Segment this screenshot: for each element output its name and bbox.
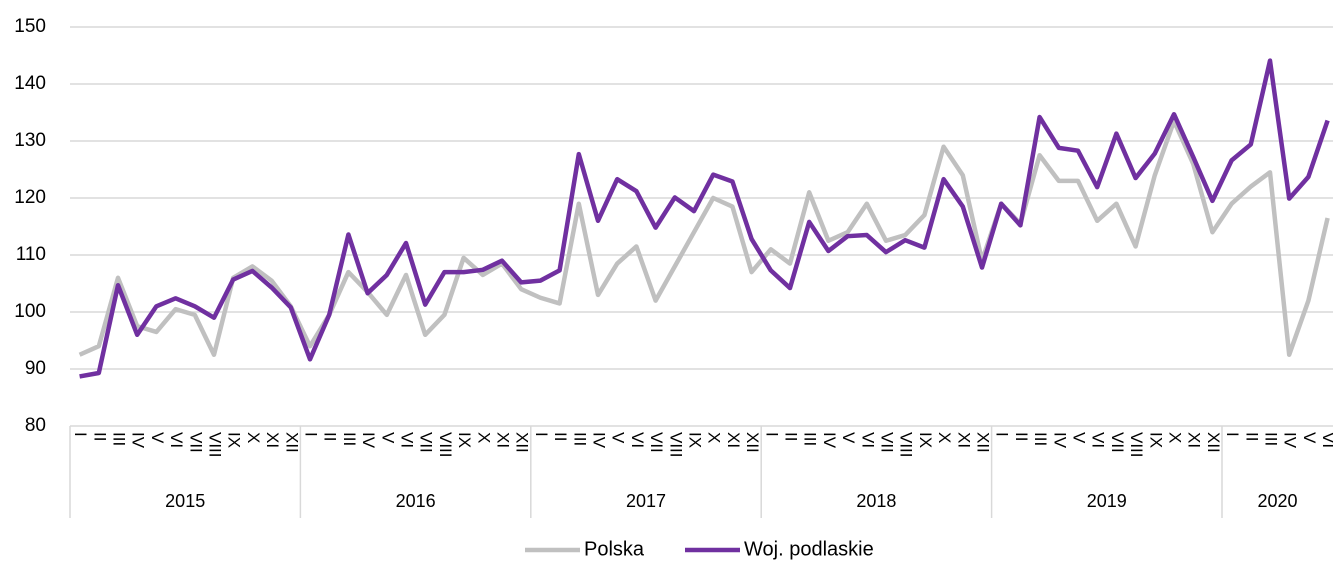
x-tick-label: IV [1050, 432, 1069, 449]
x-tick-label: XI [724, 432, 743, 448]
x-tick-label: VI [1089, 432, 1108, 448]
x-tick-label: VII [186, 432, 205, 453]
x-tick-label: IV [590, 432, 609, 449]
x-tick-label: XII [282, 432, 301, 453]
x-tick-label: II [1242, 432, 1261, 441]
y-tick-label: 120 [14, 187, 46, 208]
year-label: 2016 [396, 491, 436, 511]
x-tick-label: VI [628, 432, 647, 448]
x-tick-label: IX [916, 432, 935, 448]
series-line [78, 118, 1330, 357]
year-label: 2018 [856, 491, 896, 511]
year-label: 2017 [626, 491, 666, 511]
x-tick-label: I [71, 432, 90, 437]
y-tick-label: 90 [25, 358, 46, 379]
x-tick-label: II [551, 432, 570, 441]
x-tick-label: I [532, 432, 551, 437]
legend-label: Woj. podlaskie [744, 538, 874, 560]
x-tick-label: VII [878, 432, 897, 453]
x-tick-label: VIII [436, 432, 455, 458]
x-tick-label: IV [1281, 432, 1300, 449]
x-tick-label: VI [167, 432, 186, 448]
x-tick-label: VI [1319, 432, 1333, 448]
x-tick-label: IV [820, 432, 839, 449]
x-tick-label: XI [1185, 432, 1204, 448]
x-tick-label: II [321, 432, 340, 441]
y-tick-label: 100 [14, 301, 46, 322]
x-tick-label: III [1031, 432, 1050, 446]
year-label: 2015 [165, 491, 205, 511]
x-tick-label: VII [417, 432, 436, 453]
y-tick-label: 80 [25, 415, 46, 436]
x-tick-label: III [570, 432, 589, 446]
x-tick-label: VII [1108, 432, 1127, 453]
x-tick-label: XI [954, 432, 973, 448]
x-tick-label: II [1012, 432, 1031, 441]
x-tick-label: IX [225, 432, 244, 448]
x-tick-label: XII [1204, 432, 1223, 453]
x-tick-label: XI [494, 432, 513, 448]
x-tick-label: I [1223, 432, 1242, 437]
x-tick-label: VIII [666, 432, 685, 458]
x-tick-label: X [1166, 432, 1185, 443]
x-tick-label: III [801, 432, 820, 446]
legend-label: Polska [584, 538, 645, 560]
x-tick-label: VI [398, 432, 417, 448]
x-tick-label: V [609, 432, 628, 444]
x-tick-label: X [935, 432, 954, 443]
x-tick-label: X [705, 432, 724, 443]
x-tick-label: V [1070, 432, 1089, 444]
x-tick-label: III [110, 432, 129, 446]
x-tick-label: V [148, 432, 167, 444]
x-tick-label: IX [1146, 432, 1165, 448]
x-tick-label: XII [974, 432, 993, 453]
x-tick-label: IX [686, 432, 705, 448]
x-tick-label: VII [647, 432, 666, 453]
x-tick-label: XII [513, 432, 532, 453]
x-tick-label: VIII [897, 432, 916, 458]
x-tick-label: IV [359, 432, 378, 449]
x-tick-label: VIII [1127, 432, 1146, 458]
x-tick-label: III [340, 432, 359, 446]
x-tick-label: V [839, 432, 858, 444]
x-tick-label: II [782, 432, 801, 441]
x-tick-label: IX [455, 432, 474, 448]
series-line [79, 58, 1330, 379]
x-tick-label: V [378, 432, 397, 444]
year-label: 2020 [1257, 491, 1297, 511]
x-tick-label: VIII [206, 432, 225, 458]
x-tick-label: X [244, 432, 263, 443]
year-label: 2019 [1087, 491, 1127, 511]
y-tick-label: 110 [16, 244, 46, 265]
x-tick-label: III [1262, 432, 1281, 446]
x-tick-label: II [90, 432, 109, 441]
x-tick-label: V [1300, 432, 1319, 444]
x-tick-label: XII [743, 432, 762, 453]
x-tick-label: I [762, 432, 781, 437]
y-tick-label: 150 [14, 16, 46, 37]
x-tick-label: X [474, 432, 493, 443]
y-tick-label: 130 [14, 130, 46, 151]
x-tick-label: IV [129, 432, 148, 449]
x-tick-label: XI [263, 432, 282, 448]
x-tick-label: I [993, 432, 1012, 437]
x-tick-label: VI [858, 432, 877, 448]
x-tick-label: I [302, 432, 321, 437]
y-tick-label: 140 [14, 73, 46, 94]
